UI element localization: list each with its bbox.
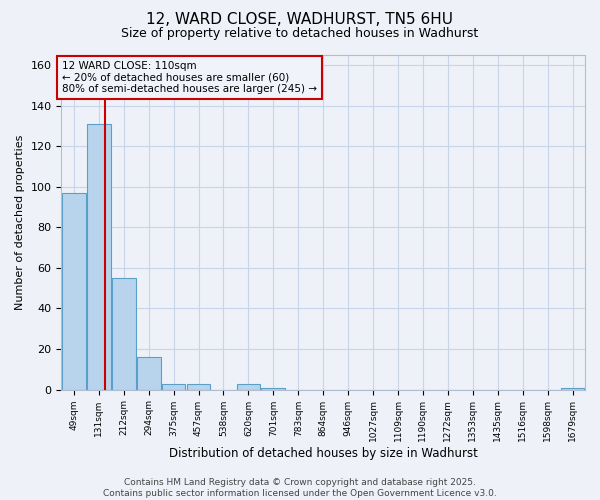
Bar (236, 384, 260, 390)
Bar (262, 388, 285, 390)
Bar (137, 357, 161, 390)
Text: Size of property relative to detached houses in Wadhurst: Size of property relative to detached ho… (121, 28, 479, 40)
Bar (560, 388, 584, 390)
Bar (87, 124, 110, 390)
X-axis label: Distribution of detached houses by size in Wadhurst: Distribution of detached houses by size … (169, 447, 478, 460)
Text: Contains HM Land Registry data © Crown copyright and database right 2025.
Contai: Contains HM Land Registry data © Crown c… (103, 478, 497, 498)
Text: 12 WARD CLOSE: 110sqm
← 20% of detached houses are smaller (60)
80% of semi-deta: 12 WARD CLOSE: 110sqm ← 20% of detached … (62, 61, 317, 94)
Bar (187, 384, 211, 390)
Bar (62, 193, 86, 390)
Y-axis label: Number of detached properties: Number of detached properties (15, 134, 25, 310)
Text: 12, WARD CLOSE, WADHURST, TN5 6HU: 12, WARD CLOSE, WADHURST, TN5 6HU (146, 12, 454, 28)
Bar (112, 278, 136, 390)
Bar (162, 384, 185, 390)
